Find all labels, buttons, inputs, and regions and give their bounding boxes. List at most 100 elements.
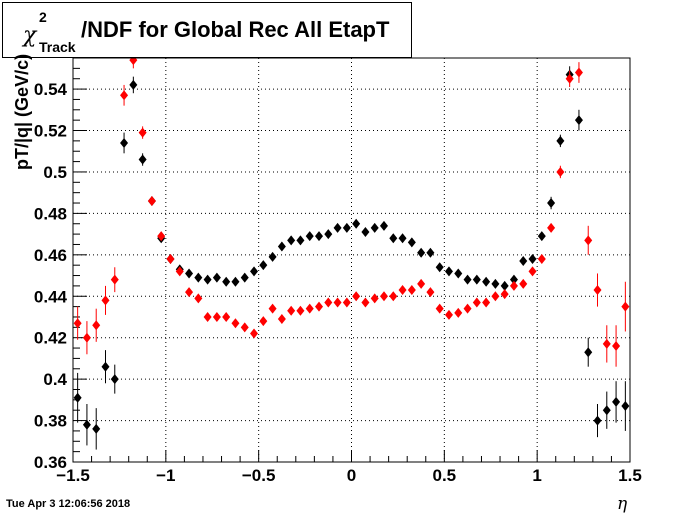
point-marker: [120, 90, 129, 101]
point-marker: [444, 266, 453, 277]
data-point: [565, 70, 574, 88]
data-point: [129, 76, 138, 94]
data-point: [231, 318, 240, 329]
data-point: [454, 307, 463, 318]
point-marker: [463, 303, 472, 314]
point-marker: [537, 253, 546, 264]
data-point: [444, 266, 453, 277]
point-marker: [342, 297, 351, 308]
point-marker: [537, 231, 546, 242]
data-point: [342, 222, 351, 233]
point-marker: [389, 233, 398, 244]
data-point: [185, 268, 194, 279]
data-point: [203, 311, 212, 322]
data-point: [73, 306, 82, 340]
x-tick-label: 1: [532, 466, 541, 485]
point-marker: [472, 274, 481, 285]
data-point: [509, 280, 518, 291]
point-marker: [472, 297, 481, 308]
point-marker: [519, 256, 528, 267]
point-marker: [296, 235, 305, 246]
point-marker: [454, 307, 463, 318]
data-point: [454, 268, 463, 279]
point-marker: [277, 241, 286, 252]
data-point: [250, 266, 259, 277]
point-marker: [463, 274, 472, 285]
data-point: [584, 337, 593, 367]
data-point: [444, 309, 453, 320]
point-marker: [593, 285, 602, 296]
data-point: [547, 222, 556, 233]
y-tick-label: 0.36: [34, 453, 67, 472]
data-point: [547, 196, 556, 210]
point-marker: [82, 419, 91, 430]
data-point: [519, 278, 528, 289]
point-marker: [547, 222, 556, 233]
data-point: [426, 287, 435, 298]
data-point: [417, 278, 426, 289]
point-marker: [519, 278, 528, 289]
data-point: [305, 231, 314, 242]
data-point: [305, 303, 314, 314]
point-marker: [389, 291, 398, 302]
data-point: [556, 165, 565, 179]
data-point: [324, 297, 333, 308]
x-tick-label: −1.5: [56, 466, 90, 485]
data-point: [472, 274, 481, 285]
point-marker: [426, 287, 435, 298]
data-point: [361, 297, 370, 308]
data-point: [194, 293, 203, 304]
point-marker: [361, 227, 370, 238]
y-tick-label: 0.46: [34, 246, 67, 265]
point-marker: [593, 415, 602, 426]
point-marker: [129, 79, 138, 90]
data-points: [73, 55, 630, 450]
title-superscript: 2: [39, 9, 47, 25]
point-marker: [379, 220, 388, 231]
data-point: [602, 325, 611, 363]
data-point: [203, 274, 212, 285]
data-point: [435, 303, 444, 314]
data-point: [277, 241, 286, 252]
data-point: [407, 285, 416, 296]
point-marker: [315, 301, 324, 312]
point-marker: [324, 297, 333, 308]
data-point: [528, 253, 537, 264]
data-point: [621, 381, 630, 431]
title-subscript: Track: [39, 39, 76, 55]
point-marker: [157, 231, 166, 242]
point-marker: [417, 278, 426, 289]
point-marker: [584, 235, 593, 246]
point-marker: [231, 276, 240, 287]
data-point: [138, 153, 147, 166]
data-point: [101, 285, 110, 315]
point-marker: [250, 266, 259, 277]
point-marker: [73, 392, 82, 403]
point-marker: [73, 318, 82, 329]
point-marker: [342, 222, 351, 233]
data-point: [528, 266, 537, 277]
point-marker: [185, 287, 194, 298]
point-marker: [101, 361, 110, 372]
point-marker: [361, 297, 370, 308]
y-tick-label: 0.42: [34, 329, 67, 348]
data-point: [110, 267, 119, 293]
data-point: [574, 109, 583, 131]
grid: [73, 58, 630, 462]
data-point: [222, 276, 231, 287]
data-point: [175, 266, 184, 277]
data-point: [472, 297, 481, 308]
point-marker: [175, 266, 184, 277]
point-marker: [444, 309, 453, 320]
data-point: [482, 276, 491, 287]
data-point: [491, 278, 500, 289]
data-point: [352, 218, 361, 229]
data-point: [584, 225, 593, 255]
y-tick-label: 0.52: [34, 122, 67, 141]
data-point: [315, 231, 324, 242]
data-point: [593, 403, 602, 438]
point-marker: [500, 289, 509, 300]
plot-frame: [72, 57, 631, 463]
data-point: [147, 195, 156, 206]
point-marker: [556, 166, 565, 177]
